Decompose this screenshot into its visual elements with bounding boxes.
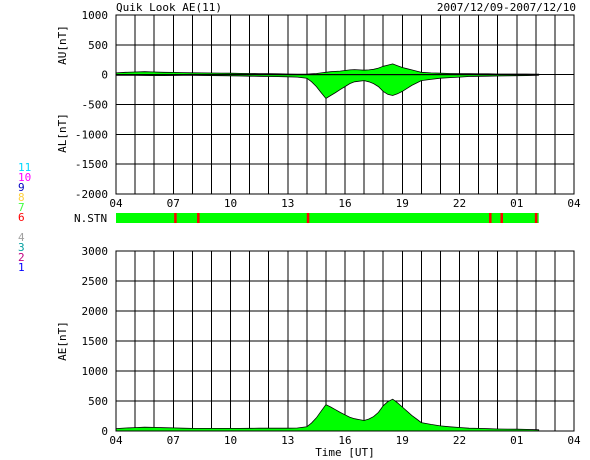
station-count-fill	[116, 213, 539, 223]
x-tick-label: 10	[224, 434, 237, 447]
y-tick-label: 0	[101, 425, 108, 438]
x-tick-label: 01	[510, 197, 523, 210]
x-tick-label: 13	[281, 197, 294, 210]
date-range: 2007/12/09-2007/12/10	[436, 1, 576, 14]
y-axis-label: AL[nT]	[56, 113, 69, 153]
station-drop-mark	[534, 213, 538, 223]
au-area	[115, 63, 540, 76]
y-tick-label: -500	[82, 99, 109, 112]
legend-item: 3	[18, 241, 25, 254]
x-tick-label: 10	[224, 197, 237, 210]
chart-title: Quik Look AE(11)	[116, 1, 222, 14]
legend-item: 1	[18, 261, 25, 274]
legend-item: 9	[18, 181, 25, 194]
y-tick-label: 2000	[82, 305, 109, 318]
station-count-label: N.STN	[74, 212, 107, 225]
legend-item: 6	[18, 211, 25, 224]
legend-item: 11	[18, 161, 32, 174]
x-tick-label: 04	[567, 197, 581, 210]
x-tick-label: 16	[338, 197, 351, 210]
y-tick-label: 2500	[82, 275, 109, 288]
station-drop-mark	[489, 213, 492, 223]
legend-item: 2	[18, 251, 25, 264]
legend-item: 7	[18, 201, 25, 214]
y-tick-label: 500	[88, 395, 108, 408]
x-tick-label: 04	[109, 197, 123, 210]
station-legend: 11 10 9 8 7 6 5 4 3 2 1	[18, 161, 32, 274]
station-drop-mark	[500, 213, 503, 223]
x-tick-label: 19	[396, 197, 409, 210]
y-tick-label: 1500	[82, 335, 109, 348]
x-tick-label: 07	[167, 434, 180, 447]
station-drop-mark	[306, 213, 310, 223]
x-tick-label: 01	[510, 434, 523, 447]
station-count-bar: N.STN	[74, 212, 539, 225]
x-tick-label: 22	[453, 197, 466, 210]
x-tick-label: 16	[338, 434, 351, 447]
ae-area	[115, 398, 540, 432]
x-tick-label: 04	[109, 434, 123, 447]
y-tick-label: 500	[88, 39, 108, 52]
x-tick-label: 07	[167, 197, 180, 210]
y-tick-label: -2000	[75, 188, 108, 201]
legend-item: 4	[18, 231, 25, 244]
x-tick-label: 04	[567, 434, 581, 447]
plot-frame	[115, 250, 575, 432]
y-tick-label: 1000	[82, 9, 109, 22]
legend-item: 8	[18, 191, 25, 204]
y-tick-label: -1500	[75, 158, 108, 171]
legend-item: 5	[18, 221, 25, 234]
y-tick-label: 3000	[82, 245, 109, 258]
x-axis-label: Time [UT]	[315, 446, 375, 459]
x-tick-label: 22	[453, 434, 466, 447]
y-tick-label: 1000	[82, 365, 109, 378]
y-axis-label: AU[nT]	[56, 25, 69, 65]
x-tick-label: 19	[396, 434, 409, 447]
station-drop-mark	[197, 213, 200, 223]
y-axis-label: AE[nT]	[56, 321, 69, 361]
x-tick-label: 13	[281, 434, 294, 447]
y-tick-label: 0	[101, 69, 108, 82]
y-tick-label: -1000	[75, 128, 108, 141]
al-area	[115, 74, 540, 100]
legend-item: 10	[18, 171, 32, 184]
plot-frame	[115, 14, 575, 195]
station-drop-mark	[174, 213, 177, 223]
